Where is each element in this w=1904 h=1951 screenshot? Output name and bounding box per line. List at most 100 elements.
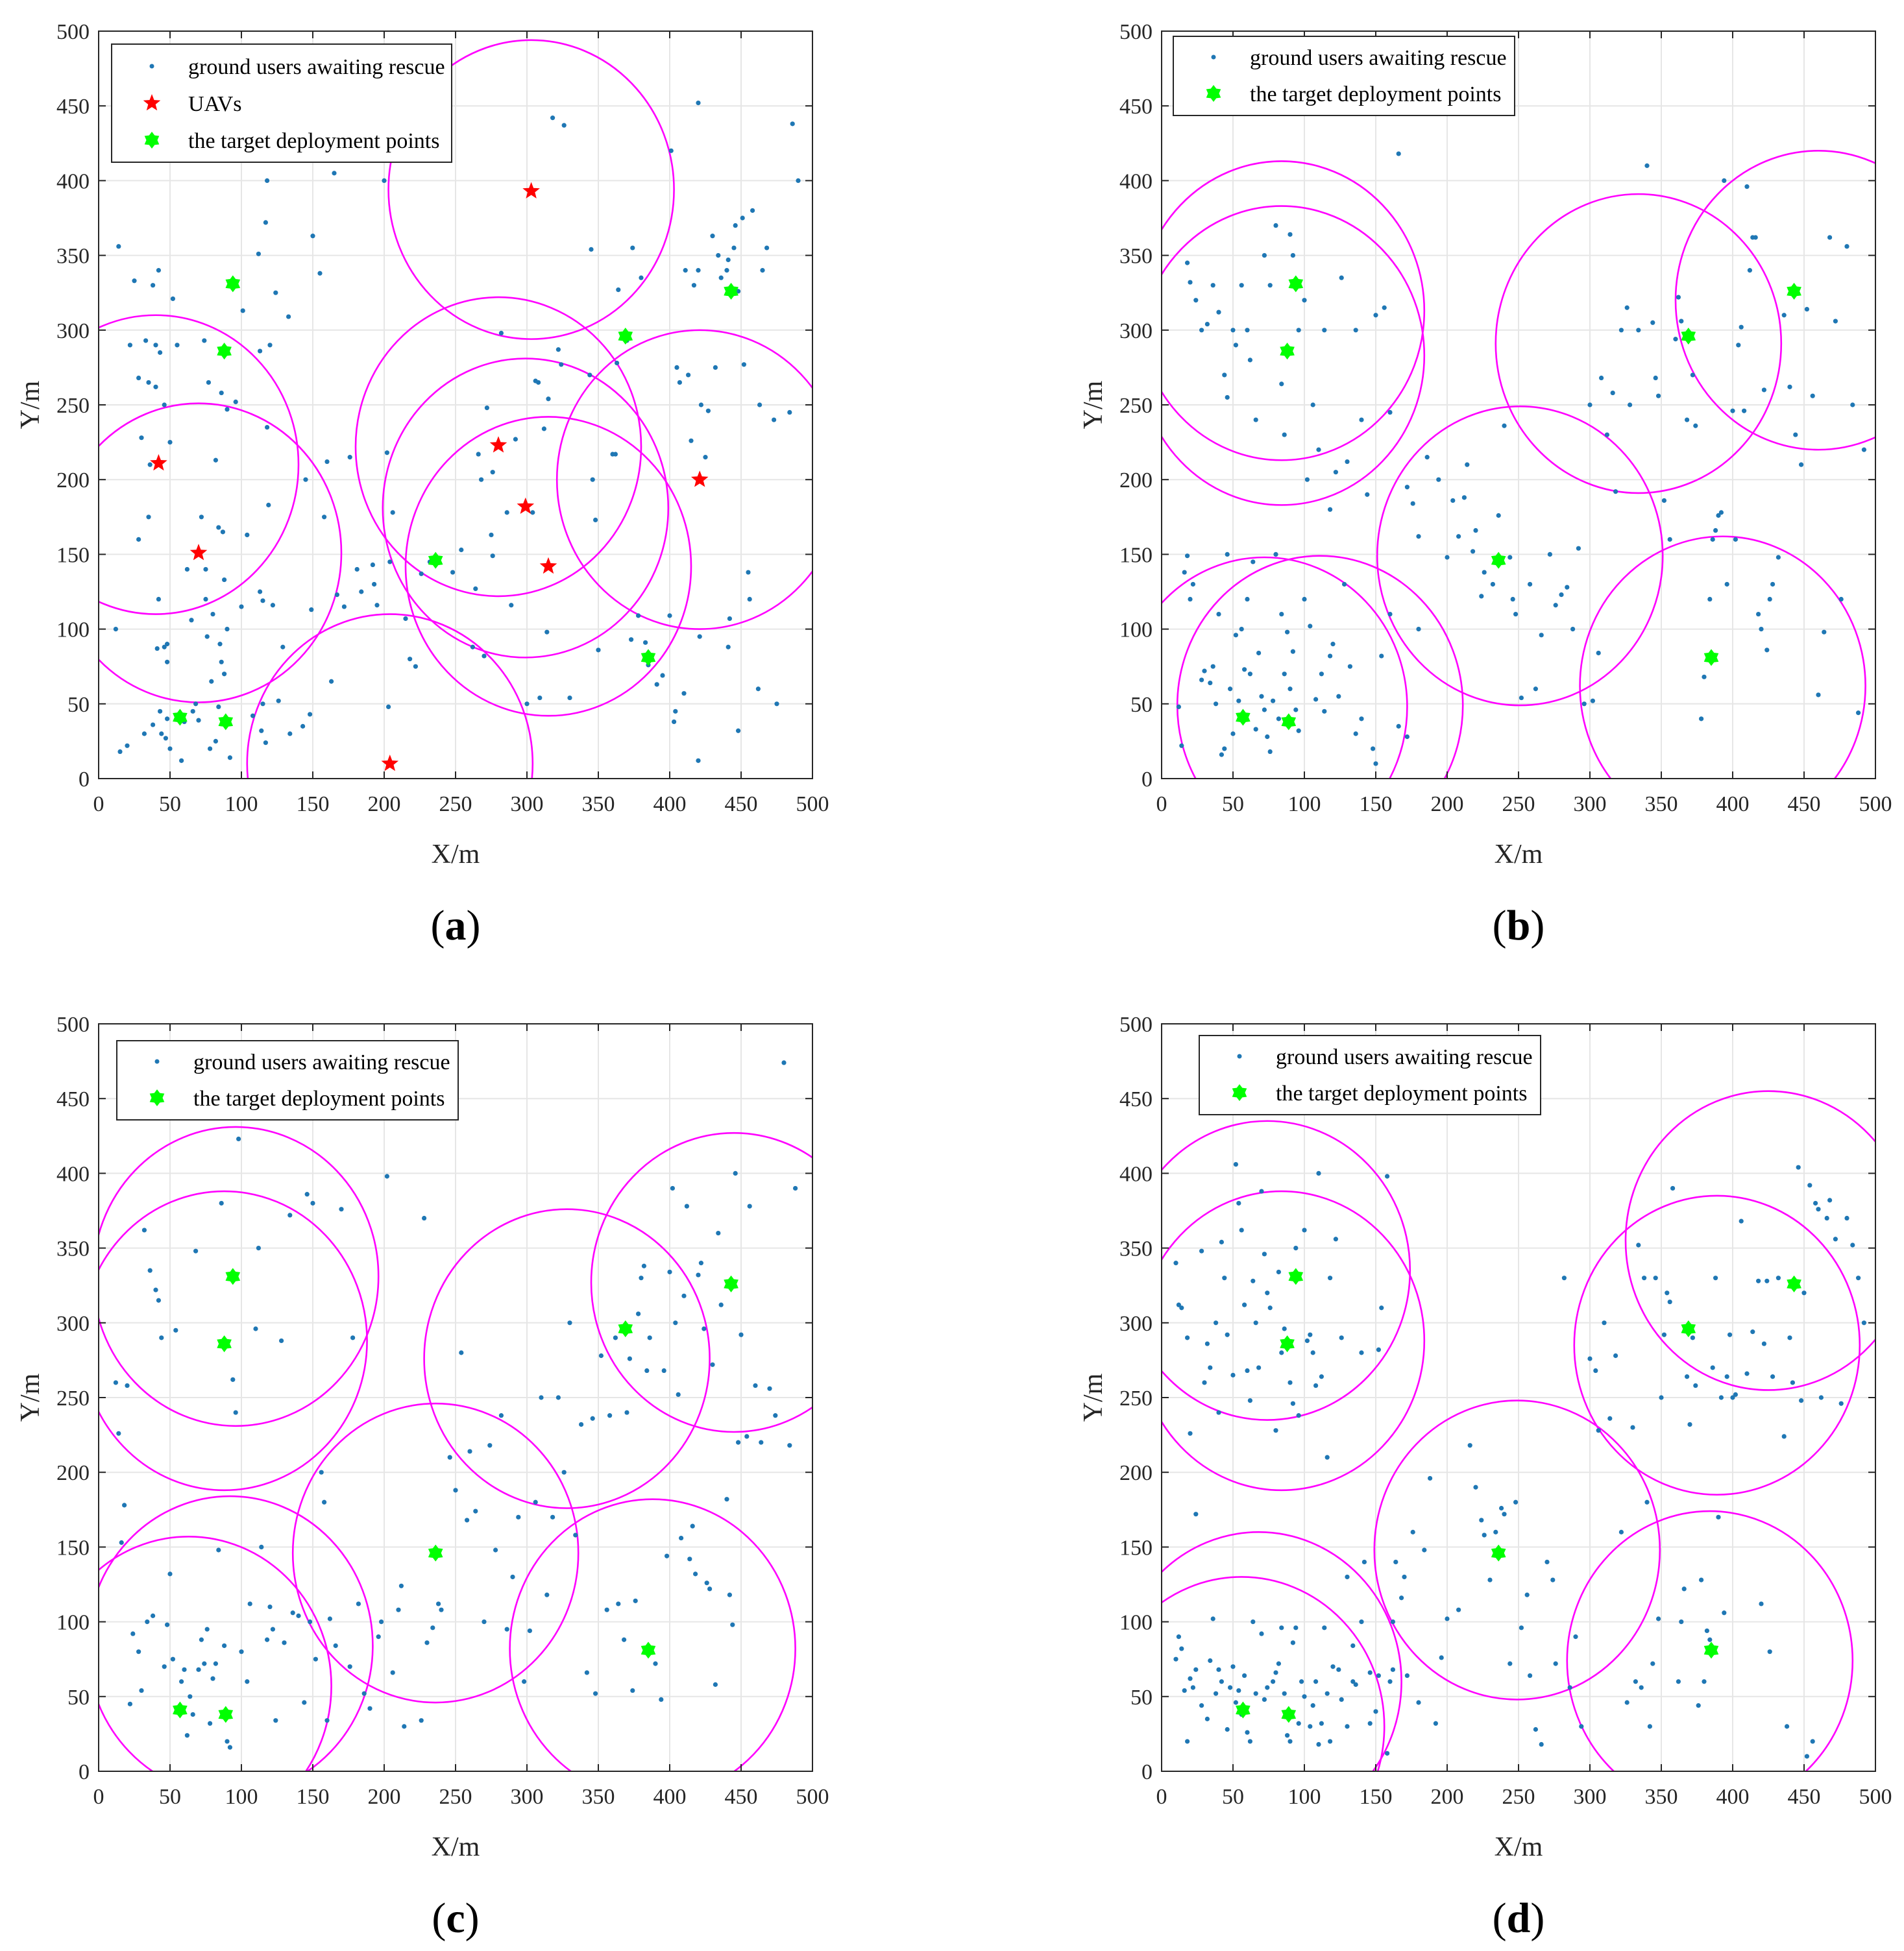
ground-user-point: [1293, 707, 1299, 712]
coverage-circle: [387, 39, 675, 340]
ground-user-point: [143, 338, 149, 343]
ground-user-point: [1724, 581, 1729, 587]
ground-user-point: [627, 1356, 633, 1361]
ground-user-point: [1661, 498, 1666, 503]
ground-user-point: [1644, 1499, 1650, 1505]
ground-user-point: [1210, 664, 1215, 669]
coverage-circle: [291, 1402, 580, 1704]
panel-b-grid: [1161, 30, 1876, 779]
ground-user-point: [1282, 432, 1287, 437]
ground-user-point: [287, 1213, 293, 1218]
ground-user-point: [1216, 1667, 1221, 1672]
ground-user-point: [151, 722, 156, 727]
ground-user-point: [1285, 1733, 1290, 1738]
ground-user-point: [598, 1353, 604, 1359]
ground-user-point: [153, 343, 158, 348]
ground-user-point: [213, 1661, 218, 1666]
panel-a-legend: ground users awaiting rescue UAVs the ta…: [111, 43, 452, 163]
ground-user-point: [193, 701, 199, 707]
ground-user-point: [1242, 1302, 1247, 1307]
ground-user-point: [1336, 1667, 1341, 1672]
ground-user-point: [1581, 701, 1587, 707]
ground-user-point: [203, 566, 208, 572]
ground-user-point: [691, 283, 696, 288]
ground-user-point: [1713, 527, 1718, 533]
ground-user-point: [1633, 1679, 1638, 1684]
ground-user-point: [490, 470, 495, 475]
ground-user-point: [1493, 1529, 1498, 1534]
ground-user-point: [300, 723, 306, 729]
ground-user-point: [1185, 260, 1190, 265]
ground-user-point: [1702, 674, 1707, 679]
ground-user-point: [727, 616, 732, 622]
panel-d-legend-target-marker: [1232, 1084, 1247, 1101]
ground-user-point: [196, 718, 201, 723]
ground-user-point: [1630, 1425, 1635, 1430]
ground-user-point: [1308, 624, 1313, 629]
panel-a-y-tick-label: 100: [56, 618, 90, 642]
ground-user-point: [1247, 1739, 1252, 1744]
ground-user-point: [1679, 1619, 1684, 1625]
ground-user-point: [190, 709, 195, 714]
ground-user-point: [258, 348, 263, 354]
ground-user-point: [1744, 1371, 1750, 1376]
uav-marker: [381, 755, 399, 771]
ground-user-point: [1316, 1741, 1321, 1747]
ground-user-point: [1251, 1278, 1256, 1283]
coverage-circle: [1162, 1576, 1385, 1771]
ground-user-point: [1513, 611, 1519, 617]
panel-a-caption-letter: a: [445, 902, 467, 949]
ground-user-point: [1838, 596, 1844, 602]
ground-user-point: [329, 679, 334, 684]
panel-a-x-tick-label: 50: [159, 792, 181, 816]
ground-user-point: [1242, 1673, 1247, 1678]
ground-user-point: [322, 1499, 327, 1505]
ground-user-point: [1382, 305, 1387, 310]
ground-user-point: [1716, 1514, 1721, 1520]
ground-user-point: [1265, 734, 1270, 740]
ground-user-point: [1188, 1431, 1193, 1436]
panel-b-caption-letter: b: [1507, 902, 1531, 949]
target-point-marker: [1236, 709, 1251, 726]
ground-user-point: [1350, 1643, 1356, 1649]
ground-user-point: [245, 1679, 250, 1684]
ground-user-point: [447, 1455, 452, 1460]
panel-b-target-points: [1236, 275, 1801, 731]
uav-marker: [189, 544, 208, 561]
ground-user-point: [204, 1627, 210, 1632]
target-point-marker: [1281, 1706, 1297, 1723]
ground-user-point: [1208, 1658, 1213, 1664]
ground-user-point: [1276, 1269, 1281, 1275]
ground-user-point: [1204, 1716, 1210, 1721]
ground-user-point: [1816, 1207, 1821, 1212]
ground-user-point: [764, 245, 770, 250]
ground-user-point: [1816, 692, 1821, 697]
target-point-marker: [1703, 649, 1719, 666]
ground-user-point: [527, 1628, 533, 1634]
target-point-marker: [428, 551, 443, 569]
ground-user-point: [1339, 275, 1344, 280]
ground-user-point: [382, 178, 387, 183]
ground-user-point: [1373, 1709, 1378, 1714]
coverage-circle: [354, 296, 642, 598]
panel-b-y-tick-label: 300: [1119, 319, 1153, 343]
ground-user-point: [615, 360, 620, 366]
ground-user-point: [1713, 1276, 1718, 1281]
ground-user-point: [1222, 1276, 1227, 1281]
ground-user-point: [747, 596, 752, 602]
ground-user-point: [726, 644, 731, 649]
ground-user-point: [209, 679, 214, 684]
ground-user-point: [1513, 1499, 1519, 1505]
ground-user-point: [1679, 319, 1684, 324]
panel-a-y-label: Y/m: [16, 380, 45, 429]
ground-user-point: [1179, 743, 1184, 748]
ground-user-point: [1550, 1577, 1556, 1582]
ground-user-point: [1742, 408, 1747, 413]
ground-user-point: [347, 1664, 352, 1669]
ground-user-point: [1804, 1754, 1809, 1759]
panel-a-x-label: X/m: [432, 840, 480, 869]
panel-c-y-tick-label: 400: [56, 1162, 90, 1186]
ground-user-point: [227, 1745, 232, 1750]
ground-user-point: [676, 1392, 681, 1397]
ground-user-point: [639, 1276, 644, 1281]
